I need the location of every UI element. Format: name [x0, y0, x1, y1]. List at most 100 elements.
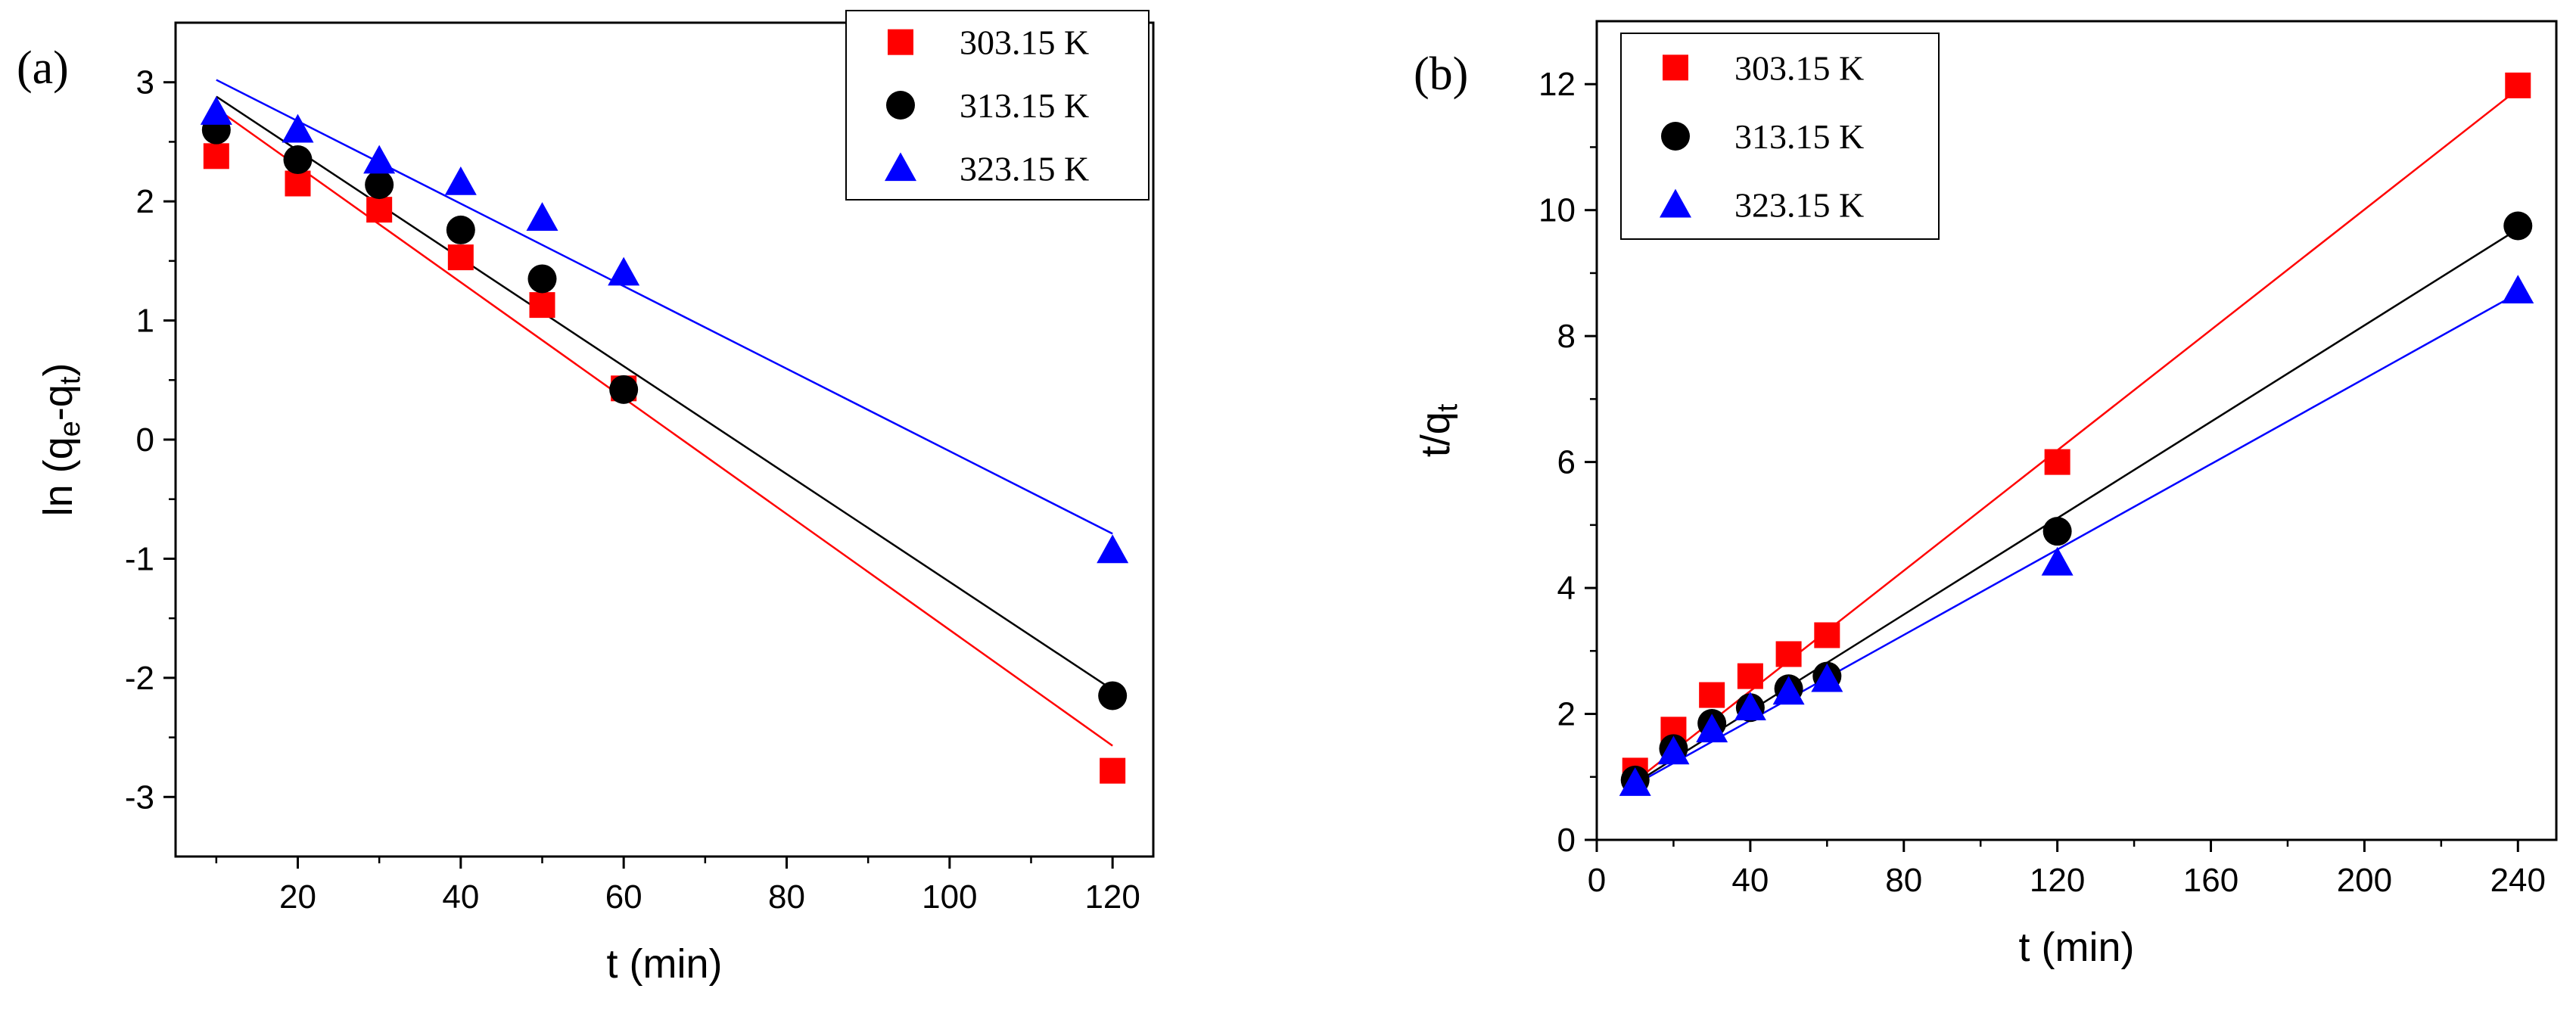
data-point	[2503, 211, 2533, 241]
y-axis-title-part: ln (q	[36, 437, 81, 516]
series-303-15-K	[203, 143, 1126, 784]
panel-a: 20 40 60 80 100 120 -3 -2 -1 0 1 2 3 t (min) ln (qe-qt…	[17, 10, 1155, 987]
data-point	[282, 113, 314, 143]
x-tick-label: 40	[442, 878, 479, 916]
legend-label: 303.15 K	[1734, 48, 1864, 87]
data-point	[1772, 676, 1805, 705]
data-point	[200, 96, 232, 125]
fit-line	[1635, 228, 2518, 785]
data-point	[2042, 517, 2072, 546]
y-tick-label: 0	[136, 421, 154, 459]
x-tick-label: 60	[605, 878, 642, 916]
data-point	[203, 143, 229, 169]
data-point	[447, 244, 474, 271]
y-tick-label: -2	[125, 660, 154, 697]
data-point	[363, 145, 396, 174]
y-tick-label: 8	[1557, 318, 1576, 355]
y-tick-label: 1	[136, 303, 154, 340]
x-axis-title: t (min)	[2019, 925, 2135, 970]
data-point	[1737, 663, 1763, 689]
x-tick-label: 100	[922, 878, 977, 916]
legend-label: 323.15 K	[1734, 186, 1864, 225]
x-tick-label: 160	[2183, 862, 2238, 899]
y-axis-title-part: t/q	[1413, 412, 1458, 457]
y-tick-label: -3	[125, 779, 154, 816]
x-tick-label: 80	[1885, 862, 1922, 899]
x-tick-label: 40	[1731, 862, 1769, 899]
data-point	[366, 197, 393, 223]
y-tick-label: 4	[1557, 570, 1576, 607]
x-tick-label: 20	[279, 878, 316, 916]
legend: 303.15 K 313.15 K 323.15 K	[845, 10, 1150, 201]
legend-label: 313.15 K	[960, 86, 1089, 125]
data-point	[1775, 641, 1802, 667]
data-point	[444, 166, 477, 195]
series-323-15-K	[1619, 275, 2534, 796]
data-point	[1619, 767, 1651, 796]
y-tick-label: 12	[1538, 66, 1576, 103]
fit-line	[216, 107, 1113, 747]
y-axis-title-part: -q	[36, 384, 81, 421]
legend-marker	[888, 29, 913, 55]
x-tick-label: 120	[2030, 862, 2085, 899]
data-point	[2044, 449, 2070, 475]
y-axis-title-subscript: t	[54, 376, 86, 384]
y-tick-label: -1	[125, 540, 154, 577]
y-tick-label: 3	[136, 64, 154, 101]
y-tick-label: 10	[1538, 192, 1576, 229]
data-point	[446, 215, 475, 244]
y-tick-label: 6	[1557, 444, 1576, 481]
legend-marker	[885, 152, 916, 182]
plot-frame	[1595, 20, 2558, 841]
x-axis-title: t (min)	[607, 941, 723, 987]
data-point	[609, 375, 639, 404]
series-323-15-K	[200, 96, 1129, 564]
data-point	[285, 170, 311, 197]
legend: 303.15 K 313.15 K 323.15 K	[1620, 33, 1940, 240]
data-point	[2505, 72, 2531, 98]
y-axis-title: t/qt	[1413, 403, 1464, 457]
data-point	[529, 292, 555, 319]
x-tick-label: 120	[1084, 878, 1140, 916]
fit-line	[1635, 292, 2518, 785]
data-point	[527, 264, 557, 294]
y-axis-title-subscript: t	[1432, 403, 1464, 412]
panel-label: (a)	[17, 42, 69, 94]
legend-marker	[1663, 54, 1688, 81]
data-point	[1100, 757, 1126, 784]
fit-line	[216, 79, 1113, 535]
data-point	[608, 256, 640, 286]
data-point	[1696, 714, 1728, 743]
legend-label: 323.15 K	[960, 149, 1089, 188]
data-point	[2502, 275, 2534, 304]
y-axis-title: ln (qe-qt)	[36, 363, 86, 517]
data-point	[1734, 692, 1766, 721]
data-point	[283, 145, 313, 175]
legend-label: 303.15 K	[960, 23, 1089, 62]
legend-marker	[886, 91, 915, 120]
legend-label: 313.15 K	[1734, 117, 1864, 156]
legend-marker	[1660, 188, 1691, 218]
data-point	[1098, 681, 1128, 710]
y-tick-label: 2	[1557, 696, 1576, 733]
data-point	[1699, 682, 1725, 708]
y-tick-label: 2	[136, 183, 154, 220]
x-tick-label: 80	[768, 878, 805, 916]
data-point	[365, 170, 394, 200]
data-point	[1811, 663, 1843, 692]
y-axis-title-part: )	[36, 363, 81, 377]
x-tick-label: 0	[1588, 862, 1606, 899]
data-point	[2041, 546, 2074, 576]
panel-b: 0 40 80 120 160 200 240 0 2 4 6 8 10 12 t (min) t/qt (b)…	[1413, 20, 2558, 970]
data-point	[1097, 534, 1129, 564]
data-point	[1814, 622, 1840, 648]
legend-marker	[1661, 122, 1690, 151]
panel-label: (b)	[1414, 48, 1468, 100]
x-tick-label: 200	[2337, 862, 2392, 899]
data-point	[1657, 735, 1690, 765]
y-axis-title-subscript: e	[54, 421, 86, 437]
x-tick-label: 240	[2490, 862, 2546, 899]
series-313-15-K	[201, 115, 1128, 710]
fit-line	[216, 95, 1113, 691]
